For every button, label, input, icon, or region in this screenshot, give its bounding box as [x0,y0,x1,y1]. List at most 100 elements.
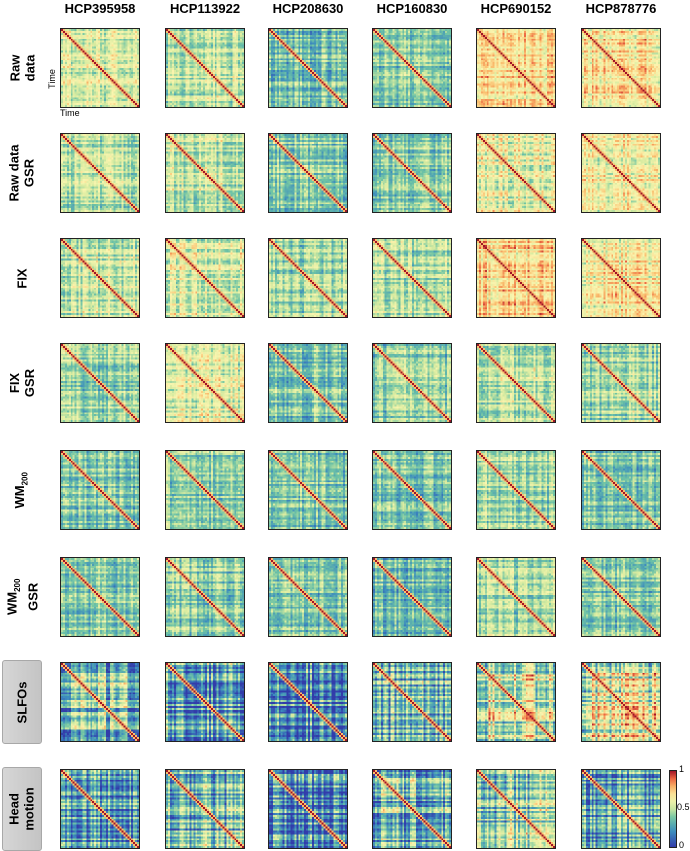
heatmap-cell [60,557,140,637]
heatmap-cell [581,450,661,530]
row-label-text: Head motion [7,787,38,831]
heatmap-canvas [166,344,244,422]
y-axis-label: Time [46,69,57,89]
heatmap-cell [476,133,556,213]
heatmap-canvas [166,134,244,212]
row-label: SLFOs [2,660,42,744]
colorbar-tick-label: 0.5 [677,802,690,812]
heatmap-cell [372,343,452,423]
heatmap-canvas [582,134,660,212]
heatmap-canvas [373,29,451,107]
heatmap-cell [165,662,245,742]
heatmap-canvas [373,451,451,529]
heatmap-cell [372,769,452,849]
heatmap-cell [60,343,140,423]
column-header: HCP113922 [169,1,241,16]
heatmap-cell [60,662,140,742]
heatmap-canvas [373,558,451,636]
heatmap-canvas [373,663,451,741]
heatmap-canvas [477,134,555,212]
heatmap-cell [268,769,348,849]
heatmap-cell [476,557,556,637]
column-header: HCP395958 [64,1,136,16]
x-axis-label: Time [60,108,80,118]
row-label-text: FIX [14,267,30,289]
column-header: HCP160830 [376,1,448,16]
heatmap-canvas [269,134,347,212]
column-header: HCP690152 [480,1,552,16]
row-label: WM200 [4,450,40,530]
heatmap-canvas [477,558,555,636]
heatmap-canvas [61,239,139,317]
heatmap-canvas [373,344,451,422]
column-header: HCP208630 [272,1,344,16]
heatmap-canvas [166,558,244,636]
heatmap-canvas [373,770,451,848]
heatmap-cell [165,557,245,637]
heatmap-cell [581,557,661,637]
heatmap-canvas [269,558,347,636]
heatmap-canvas [61,558,139,636]
heatmap-canvas [166,451,244,529]
heatmap-canvas [582,239,660,317]
heatmap-cell [165,450,245,530]
heatmap-cell [372,450,452,530]
heatmap-cell [60,769,140,849]
heatmap-canvas [166,239,244,317]
heatmap-cell [476,343,556,423]
heatmap-cell [268,450,348,530]
heatmap-cell [372,238,452,318]
heatmap-canvas [166,663,244,741]
heatmap-cell [581,769,661,849]
row-label: WM200 GSR [4,557,40,637]
heatmap-cell [60,28,140,108]
heatmap-cell [60,238,140,318]
heatmap-cell [476,238,556,318]
heatmap-cell [268,28,348,108]
heatmap-cell [476,28,556,108]
heatmap-cell [268,662,348,742]
heatmap-cell [372,662,452,742]
heatmap-cell [372,133,452,213]
heatmap-canvas [373,239,451,317]
heatmap-canvas [61,344,139,422]
heatmap-canvas [373,134,451,212]
heatmap-canvas [477,770,555,848]
heatmap-cell [372,28,452,108]
heatmap-canvas [477,239,555,317]
heatmap-canvas [477,344,555,422]
heatmap-canvas [61,29,139,107]
heatmap-canvas [582,663,660,741]
heatmap-canvas [477,451,555,529]
heatmap-canvas [61,770,139,848]
heatmap-canvas [269,344,347,422]
heatmap-canvas [582,770,660,848]
heatmap-canvas [61,134,139,212]
heatmap-cell [581,28,661,108]
heatmap-canvas [269,770,347,848]
heatmap-canvas [166,29,244,107]
heatmap-cell [165,133,245,213]
row-label: FIX GSR [4,343,40,423]
heatmap-cell [476,450,556,530]
row-label-text: Raw data GSR [7,144,38,202]
heatmap-canvas [477,663,555,741]
heatmap-cell [268,238,348,318]
heatmap-cell [581,343,661,423]
row-label-text: FIX GSR [6,368,37,398]
heatmap-canvas [166,770,244,848]
heatmap-cell [165,28,245,108]
heatmap-cell [268,343,348,423]
heatmap-cell [165,343,245,423]
row-label: Raw data [4,28,40,108]
colorbar-tick-label: 0 [679,840,685,850]
heatmap-cell [268,133,348,213]
heatmap-cell [372,557,452,637]
heatmap-canvas [582,451,660,529]
heatmap-cell [476,769,556,849]
heatmap-canvas [582,29,660,107]
heatmap-canvas [61,451,139,529]
heatmap-cell [581,238,661,318]
heatmap-cell [165,238,245,318]
row-label-text: SLFOs [14,681,30,723]
